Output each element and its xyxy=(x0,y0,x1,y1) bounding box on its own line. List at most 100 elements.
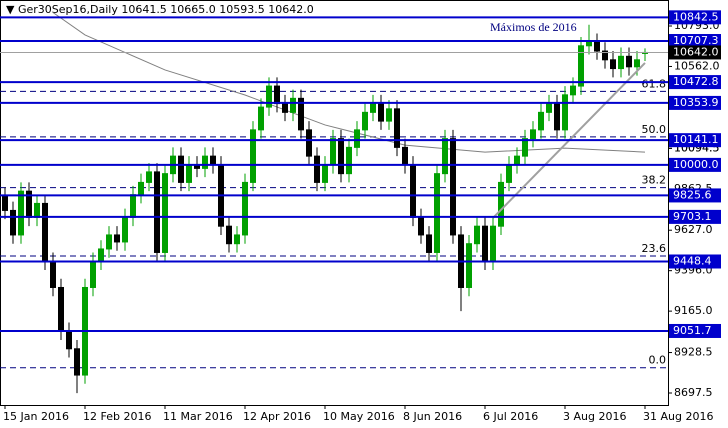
x-tick-label: 11 Mar 2016 xyxy=(163,410,233,423)
x-tick-label: 31 Aug 2016 xyxy=(643,410,713,423)
plot-frame xyxy=(0,0,669,406)
candle-body xyxy=(138,181,144,196)
candle-body xyxy=(618,55,624,70)
candle-body xyxy=(394,108,400,148)
candle-body xyxy=(210,155,216,166)
fib-label: 38.2 xyxy=(642,174,667,187)
level-label: 10707.3 xyxy=(673,34,719,47)
candle-body xyxy=(306,129,312,157)
candle-body xyxy=(354,129,360,148)
x-tick-label: 12 Feb 2016 xyxy=(83,410,151,423)
candle-body xyxy=(506,164,512,183)
level-label: 10141.1 xyxy=(673,133,719,146)
candle-body xyxy=(98,248,104,262)
candle-body xyxy=(34,202,40,218)
candle-body xyxy=(10,209,16,236)
candle-body xyxy=(370,103,376,113)
candle-body xyxy=(418,216,424,236)
level-label: 9703.1 xyxy=(673,210,712,223)
candle-body xyxy=(282,103,288,113)
candle-body xyxy=(122,216,128,243)
level-label: 9825.6 xyxy=(673,188,712,201)
level-label: 10842.5 xyxy=(673,10,719,23)
candle-body xyxy=(146,171,152,183)
candle-body xyxy=(314,155,320,183)
level-label: 9448.4 xyxy=(673,254,712,267)
current-price-box xyxy=(669,45,721,60)
level-label: 10353.9 xyxy=(673,96,719,109)
chart-title: ▼ Ger30Sep16,Daily 10641.5 10665.0 10593… xyxy=(6,3,314,16)
candle-body xyxy=(546,103,552,113)
level-label-box xyxy=(669,75,721,90)
y-tick-label: 8697.5 xyxy=(674,386,713,399)
candle-body xyxy=(530,129,536,140)
candle-body xyxy=(274,85,280,105)
candle-body xyxy=(450,138,456,236)
y-tick-label: 10562.0 xyxy=(674,59,720,72)
candle-body xyxy=(106,234,112,250)
candle-body xyxy=(570,85,576,96)
candle-body xyxy=(626,55,632,68)
candle-body xyxy=(298,97,304,131)
candle-body xyxy=(154,171,160,253)
candle-body xyxy=(482,225,488,262)
level-label-box xyxy=(669,133,721,148)
candle-body xyxy=(338,138,344,175)
candle-body xyxy=(250,129,256,183)
candle-body xyxy=(2,195,8,211)
candle-body xyxy=(410,164,416,218)
level-label: 10472.8 xyxy=(673,75,719,88)
candle-body xyxy=(226,225,232,245)
candle-body xyxy=(514,155,520,166)
candle-body xyxy=(74,348,80,376)
candle-body xyxy=(602,50,608,61)
level-label-box xyxy=(669,323,721,338)
candle-body xyxy=(522,138,528,157)
level-label-box xyxy=(669,34,721,49)
annotation: Máximos de 2016 xyxy=(490,20,577,34)
candle-body xyxy=(634,59,640,68)
level-label-box xyxy=(669,95,721,110)
x-tick-label: 3 Aug 2016 xyxy=(563,410,626,423)
x-tick-label: 6 Jul 2016 xyxy=(483,410,538,423)
current-price-label: 10642.0 xyxy=(673,45,719,58)
x-tick-label: 8 Jun 2016 xyxy=(403,410,462,423)
candle-body xyxy=(346,146,352,175)
candle-body xyxy=(586,41,592,47)
x-tick-label: 10 May 2016 xyxy=(323,410,395,423)
candle-body xyxy=(258,106,264,131)
level-label-box xyxy=(669,10,721,25)
y-tick-label: 8928.5 xyxy=(674,346,713,359)
candle-body xyxy=(362,111,368,131)
candle-body xyxy=(378,103,384,122)
candle-body xyxy=(490,225,496,262)
candle-body xyxy=(562,94,568,131)
candle-body xyxy=(202,155,208,169)
fib-label: 23.6 xyxy=(642,242,667,255)
level-label-box xyxy=(669,157,721,172)
candle-body xyxy=(242,181,248,236)
candle-body xyxy=(42,202,48,262)
candle-body xyxy=(130,194,136,218)
candle-body xyxy=(266,85,272,108)
candle-body xyxy=(58,286,64,332)
candle-body xyxy=(90,260,96,288)
candle-body xyxy=(386,108,392,122)
candle-body xyxy=(610,59,616,70)
fib-label: 61.8 xyxy=(642,77,667,90)
candle-body xyxy=(426,234,432,253)
candle-body xyxy=(66,330,72,350)
candle-body xyxy=(186,164,192,183)
candle-body xyxy=(466,243,472,288)
candle-body xyxy=(578,45,584,87)
level-label-box xyxy=(669,209,721,224)
fib-label: 0.0 xyxy=(649,354,667,367)
candle-body xyxy=(442,138,448,175)
x-tick-label: 15 Jan 2016 xyxy=(3,410,69,423)
level-label-box xyxy=(669,188,721,203)
y-tick-label: 9165.0 xyxy=(674,304,713,317)
fib-label: 50.0 xyxy=(642,123,667,136)
level-label-box xyxy=(669,254,721,269)
x-tick-label: 12 Apr 2016 xyxy=(243,410,311,423)
